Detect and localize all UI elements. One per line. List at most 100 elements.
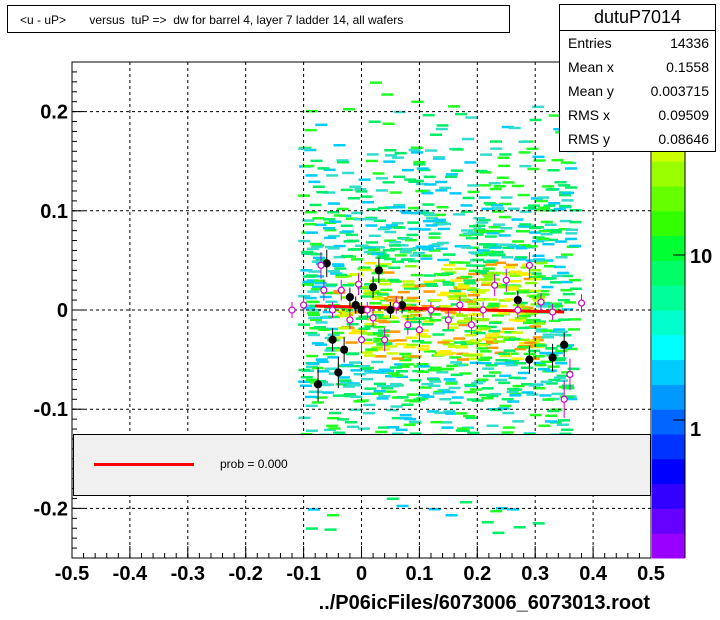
density-cell xyxy=(551,274,564,278)
density-cell xyxy=(483,243,496,247)
density-cell xyxy=(351,273,364,276)
density-cell xyxy=(509,280,522,283)
density-cell xyxy=(463,317,476,320)
density-cell xyxy=(501,397,514,401)
density-cell xyxy=(561,384,574,387)
density-cell xyxy=(297,323,310,326)
density-cell xyxy=(534,363,547,367)
density-cell xyxy=(380,304,393,307)
density-cell xyxy=(415,333,428,336)
data-point xyxy=(313,380,323,389)
density-cell xyxy=(479,171,492,174)
density-cell xyxy=(310,159,323,163)
density-cell xyxy=(474,379,487,383)
density-cell xyxy=(545,347,558,350)
density-cell xyxy=(342,311,354,315)
density-cell xyxy=(307,290,320,293)
density-cell xyxy=(528,269,541,272)
density-cell xyxy=(309,203,322,207)
density-cell xyxy=(322,227,335,230)
density-cell xyxy=(356,399,369,402)
density-cell xyxy=(484,325,497,329)
density-cell xyxy=(535,239,548,242)
density-cell xyxy=(305,429,318,432)
density-cell xyxy=(516,312,529,315)
density-cell xyxy=(377,254,390,257)
density-cell xyxy=(460,275,473,279)
density-cell xyxy=(482,367,495,370)
density-cell xyxy=(332,263,345,266)
density-cell xyxy=(481,283,494,286)
density-cell xyxy=(533,361,546,365)
density-cell xyxy=(426,217,438,220)
legend-line-swatch xyxy=(94,463,194,466)
data-point xyxy=(456,301,464,309)
density-cell xyxy=(333,244,346,248)
density-cell xyxy=(557,298,570,302)
density-cell xyxy=(382,181,395,184)
density-cell xyxy=(519,164,532,168)
density-cell xyxy=(508,126,521,130)
density-cell xyxy=(364,218,377,221)
data-point xyxy=(479,306,487,314)
density-cell xyxy=(317,370,330,373)
density-cell xyxy=(469,361,482,365)
density-cell xyxy=(340,254,353,258)
density-cell xyxy=(459,372,472,375)
density-cell xyxy=(475,253,488,257)
density-cell xyxy=(559,219,572,223)
density-cell xyxy=(483,274,495,278)
legend-box: prob = 0.000 xyxy=(73,434,651,496)
density-cell xyxy=(402,280,415,283)
density-cell xyxy=(313,279,326,283)
density-cell xyxy=(327,234,340,238)
density-cell xyxy=(514,317,527,320)
density-cell xyxy=(308,180,321,184)
y-tick-label: 0.1 xyxy=(40,201,68,223)
density-cell xyxy=(506,352,519,355)
density-cell xyxy=(408,148,421,152)
density-cell xyxy=(424,183,437,186)
density-cell xyxy=(305,365,318,368)
density-cell xyxy=(495,507,508,510)
density-cell xyxy=(564,301,577,304)
density-cell xyxy=(298,147,311,150)
density-cell xyxy=(538,302,551,306)
density-cell xyxy=(512,240,525,243)
density-cell xyxy=(402,283,415,286)
density-cell xyxy=(338,327,351,330)
density-cell xyxy=(316,190,329,194)
density-cell xyxy=(501,431,514,434)
density-cell xyxy=(492,531,505,535)
density-cell xyxy=(533,159,546,162)
density-cell xyxy=(532,322,545,325)
density-cell xyxy=(359,268,372,272)
stats-row-mean-x: Mean x 0.1558 xyxy=(560,55,715,79)
density-cell xyxy=(472,298,485,301)
density-cell xyxy=(393,175,406,179)
density-cell xyxy=(565,397,577,401)
density-cell xyxy=(549,330,562,333)
density-cell xyxy=(370,392,383,395)
density-cell xyxy=(328,315,340,319)
density-cell xyxy=(483,201,496,205)
density-cell xyxy=(384,390,397,393)
density-cell xyxy=(389,366,402,369)
density-cell xyxy=(469,388,482,391)
density-cell xyxy=(467,306,480,309)
density-cell xyxy=(409,400,422,403)
density-cell xyxy=(484,235,497,238)
density-cell xyxy=(403,345,416,349)
density-cell xyxy=(399,209,412,213)
density-cell xyxy=(304,128,317,132)
density-cell xyxy=(378,320,391,324)
density-cell xyxy=(565,167,577,170)
density-cell xyxy=(468,313,481,317)
density-cell xyxy=(490,509,503,513)
density-cell xyxy=(453,341,466,344)
density-cell xyxy=(433,156,445,159)
density-cell xyxy=(558,419,570,422)
density-cell xyxy=(540,380,553,384)
density-cell xyxy=(547,365,560,368)
density-cell xyxy=(377,206,390,210)
